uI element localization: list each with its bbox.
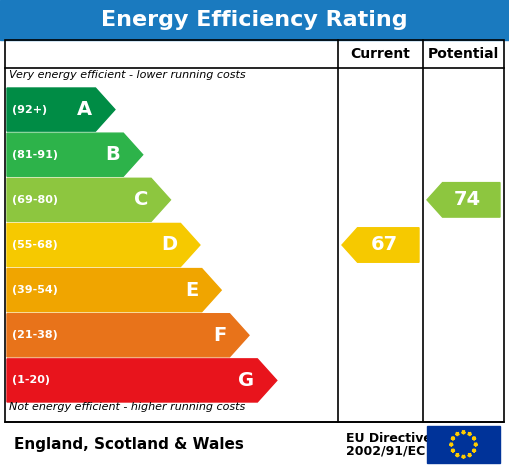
Text: (92+): (92+)	[12, 105, 47, 114]
Text: 67: 67	[371, 235, 398, 255]
Polygon shape	[7, 178, 171, 221]
Polygon shape	[451, 449, 455, 453]
Text: Not energy efficient - higher running costs: Not energy efficient - higher running co…	[9, 402, 245, 412]
Polygon shape	[7, 133, 143, 176]
Text: EU Directive: EU Directive	[346, 432, 432, 445]
Text: A: A	[77, 100, 93, 119]
Polygon shape	[7, 314, 249, 357]
Polygon shape	[7, 223, 200, 267]
Text: 2002/91/EC: 2002/91/EC	[346, 445, 425, 458]
Polygon shape	[472, 449, 476, 453]
Text: F: F	[213, 326, 227, 345]
Text: Very energy efficient - lower running costs: Very energy efficient - lower running co…	[9, 70, 246, 80]
Polygon shape	[462, 455, 465, 459]
Text: England, Scotland & Wales: England, Scotland & Wales	[14, 437, 244, 452]
Text: (21-38): (21-38)	[12, 330, 58, 340]
Text: E: E	[185, 281, 199, 300]
Text: D: D	[161, 235, 178, 255]
Text: Current: Current	[351, 47, 410, 61]
Bar	[0, 0, 509, 40]
Text: 74: 74	[454, 191, 481, 209]
Polygon shape	[451, 437, 455, 440]
Polygon shape	[427, 183, 500, 217]
Text: Potential: Potential	[428, 47, 499, 61]
Polygon shape	[474, 443, 477, 446]
Polygon shape	[456, 432, 459, 436]
Text: (55-68): (55-68)	[12, 240, 58, 250]
Polygon shape	[342, 228, 419, 262]
Bar	[427, 426, 500, 463]
Text: (69-80): (69-80)	[12, 195, 58, 205]
Text: (39-54): (39-54)	[12, 285, 58, 295]
Polygon shape	[468, 453, 471, 457]
Text: (81-91): (81-91)	[12, 150, 58, 160]
Polygon shape	[472, 437, 476, 440]
Polygon shape	[468, 432, 471, 436]
Bar	[5, 40, 504, 422]
Bar	[0, 422, 509, 467]
Polygon shape	[7, 88, 115, 131]
Polygon shape	[456, 453, 459, 457]
Polygon shape	[449, 443, 453, 446]
Text: G: G	[238, 371, 254, 390]
Polygon shape	[7, 359, 277, 402]
Text: C: C	[134, 191, 148, 209]
Polygon shape	[462, 431, 465, 434]
Polygon shape	[7, 269, 221, 311]
Text: Energy Efficiency Rating: Energy Efficiency Rating	[101, 10, 408, 30]
Text: (1-20): (1-20)	[12, 375, 50, 385]
Text: B: B	[105, 145, 120, 164]
